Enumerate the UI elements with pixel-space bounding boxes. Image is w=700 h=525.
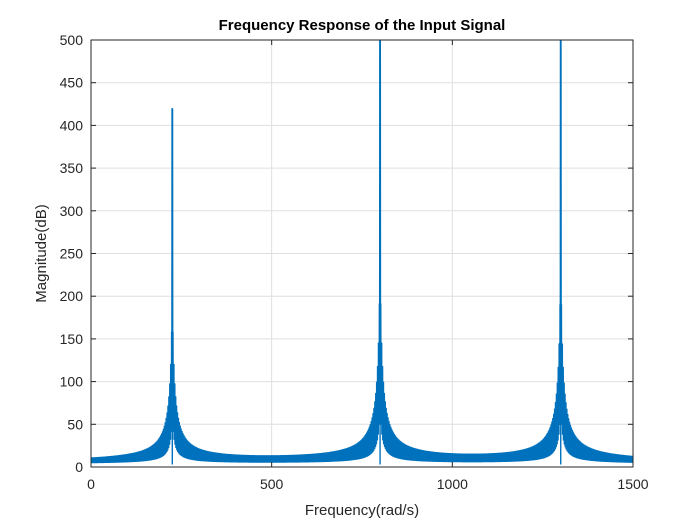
y-tick-label: 150 <box>60 331 84 347</box>
x-axis-label: Frequency(rad/s) <box>305 502 419 519</box>
series-line <box>90 39 634 465</box>
chart-title: Frequency Response of the Input Signal <box>219 17 506 34</box>
x-tick-label: 1500 <box>617 476 648 492</box>
grid <box>91 40 633 467</box>
x-tick-label: 0 <box>87 476 95 492</box>
y-tick-label: 350 <box>60 160 84 176</box>
y-tick-label: 200 <box>60 288 84 304</box>
y-tick-label: 50 <box>67 416 83 432</box>
x-tick-label: 1000 <box>437 476 468 492</box>
y-tick-label: 400 <box>60 117 84 133</box>
y-tick-label: 100 <box>60 374 84 390</box>
x-tick-label: 500 <box>260 476 284 492</box>
y-tick-label: 450 <box>60 75 84 91</box>
y-tick-label: 500 <box>60 32 84 48</box>
y-tick-label: 250 <box>60 246 84 262</box>
axis-ticks: 0 500 1000 1500 0 50 100 150 200 250 300 350 400 450 5… <box>60 32 649 492</box>
y-tick-label: 300 <box>60 203 84 219</box>
spectrum-line <box>90 39 634 464</box>
y-axis-label: Magnitude(dB) <box>33 204 50 302</box>
y-tick-label: 0 <box>75 459 83 475</box>
